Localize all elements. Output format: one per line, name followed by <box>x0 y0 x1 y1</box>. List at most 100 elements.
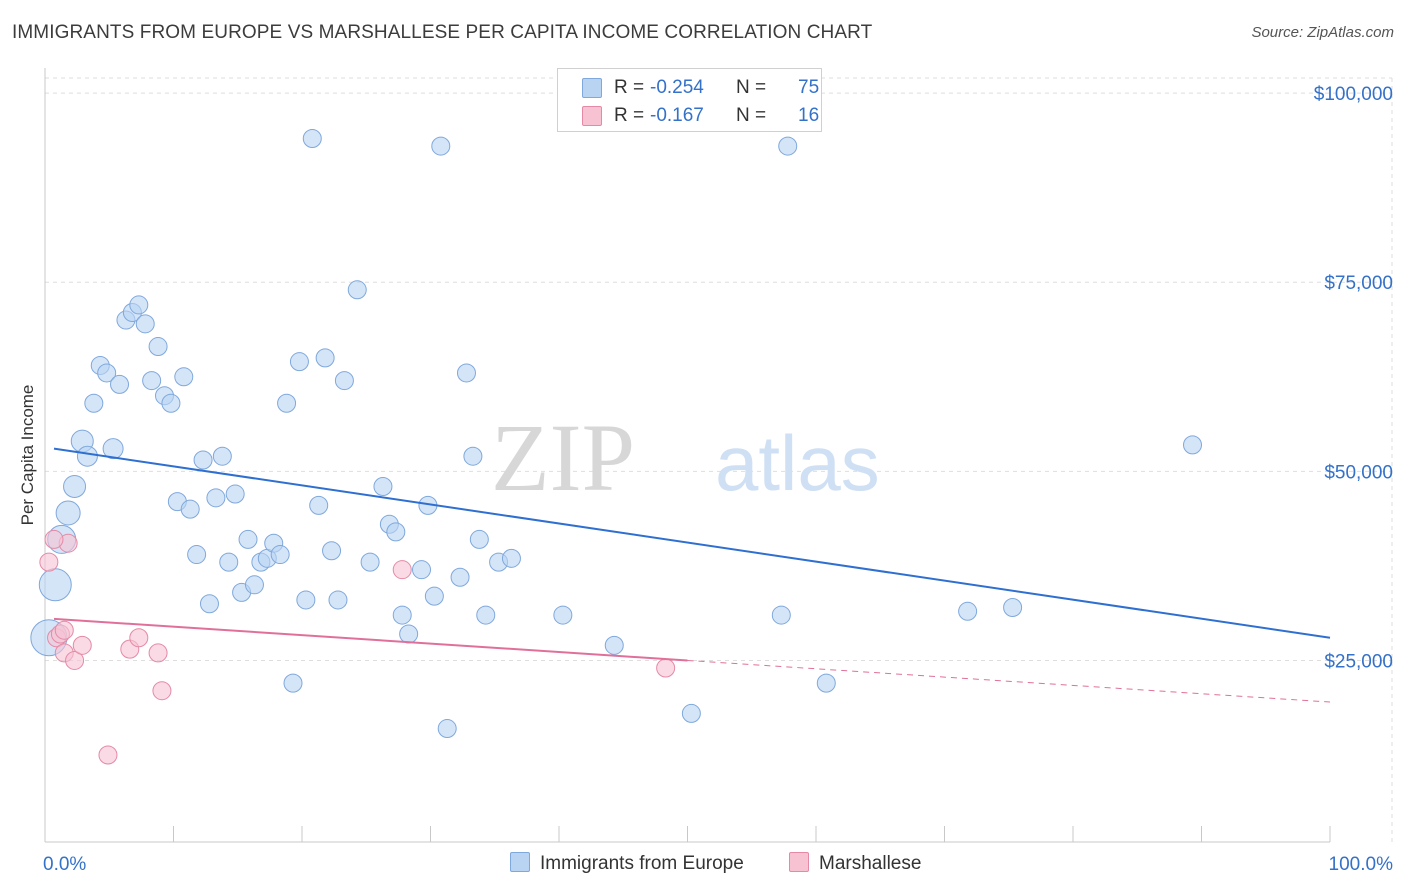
point-europe <box>334 371 354 391</box>
point-europe <box>135 314 155 334</box>
point-europe <box>315 348 335 368</box>
point-europe <box>399 624 419 644</box>
point-europe <box>289 352 309 372</box>
point-marshallese <box>392 560 412 580</box>
series-swatch-europe <box>510 852 530 872</box>
point-marshallese <box>152 681 172 701</box>
point-europe <box>84 393 104 413</box>
point-europe <box>63 474 87 498</box>
point-europe <box>373 476 393 496</box>
point-europe <box>604 635 624 655</box>
point-europe <box>386 522 406 542</box>
trend-line-europe <box>53 447 1331 639</box>
point-europe <box>771 605 791 625</box>
point-europe <box>38 568 72 602</box>
series-swatch-marshallese <box>789 852 809 872</box>
point-europe <box>129 295 149 315</box>
legend-n-value: 16 <box>798 105 820 126</box>
point-europe <box>681 703 701 723</box>
series-legend-europe: Immigrants from Europe <box>510 852 744 875</box>
point-europe <box>463 446 483 466</box>
point-marshallese <box>98 745 118 765</box>
point-europe <box>328 590 348 610</box>
point-europe <box>161 393 181 413</box>
point-europe <box>270 545 290 565</box>
point-europe <box>142 371 162 391</box>
point-marshallese <box>72 635 92 655</box>
trend-line-marshallese-extension <box>687 659 1331 703</box>
watermark: ZIP atlas <box>491 404 880 511</box>
stats-legend: R = -0.254 N = 75 R = -0.167 N = 16 <box>557 68 822 132</box>
legend-r-label: R = <box>614 105 645 126</box>
point-europe <box>456 363 476 383</box>
point-europe <box>148 337 168 357</box>
y-tick-label: $100,000 <box>1314 84 1393 105</box>
point-europe <box>174 367 194 387</box>
point-europe <box>296 590 316 610</box>
point-europe <box>476 605 496 625</box>
point-europe <box>219 552 239 572</box>
series-name-europe: Immigrants from Europe <box>540 853 744 874</box>
point-europe <box>347 280 367 300</box>
x-tick-label: 100.0% <box>1329 854 1394 875</box>
point-europe <box>360 552 380 572</box>
point-marshallese <box>129 628 149 648</box>
point-europe <box>501 548 521 568</box>
point-europe <box>238 529 258 549</box>
point-europe <box>225 484 245 504</box>
legend-r-label: R = <box>614 77 645 98</box>
point-europe <box>193 450 213 470</box>
point-marshallese <box>54 620 74 640</box>
point-europe <box>816 673 836 693</box>
series-legend-marshallese: Marshallese <box>789 852 921 875</box>
series-name-marshallese: Marshallese <box>819 853 922 874</box>
point-europe <box>553 605 573 625</box>
point-europe <box>187 545 207 565</box>
point-europe <box>180 499 200 519</box>
legend-swatch-europe <box>582 78 602 98</box>
point-europe <box>76 445 98 467</box>
point-europe <box>206 488 226 508</box>
point-europe <box>469 529 489 549</box>
watermark-zip: ZIP <box>491 404 635 511</box>
trend-line-marshallese <box>53 617 688 662</box>
y-tick-label: $25,000 <box>1324 651 1393 672</box>
point-europe <box>1003 598 1023 618</box>
point-europe <box>412 560 432 580</box>
point-europe <box>424 586 444 606</box>
point-europe <box>309 495 329 515</box>
point-europe <box>55 500 81 526</box>
point-europe <box>302 129 322 149</box>
point-europe <box>283 673 303 693</box>
point-europe <box>102 438 124 460</box>
y-tick-label: $50,000 <box>1324 462 1393 483</box>
tick-labels: $25,000 $50,000 $75,000 $100,000 0.0% 100.0% <box>43 84 1393 875</box>
source-credit: Source: ZipAtlas.com <box>1251 24 1394 41</box>
point-europe <box>212 446 232 466</box>
legend-r-value: -0.254 <box>650 77 704 98</box>
legend-swatch-marshallese <box>582 106 602 126</box>
point-marshallese <box>656 658 676 678</box>
data-points <box>30 129 1203 765</box>
trend-lines <box>53 447 1331 703</box>
point-europe <box>778 136 798 156</box>
point-marshallese <box>44 529 64 549</box>
point-marshallese <box>65 650 85 670</box>
point-europe <box>958 601 978 621</box>
point-europe <box>244 575 264 595</box>
legend-r-value: -0.167 <box>650 105 704 126</box>
point-europe <box>450 567 470 587</box>
point-europe <box>322 541 342 561</box>
point-europe <box>97 363 117 383</box>
point-europe <box>199 594 219 614</box>
point-europe <box>431 136 451 156</box>
chart-title: IMMIGRANTS FROM EUROPE VS MARSHALLESE PE… <box>12 22 873 43</box>
point-europe <box>1183 435 1203 455</box>
watermark-atlas: atlas <box>715 419 880 507</box>
legend-n-label: N = <box>736 77 767 98</box>
axes <box>44 68 1331 843</box>
point-europe <box>277 393 297 413</box>
point-europe <box>392 605 412 625</box>
point-europe <box>110 374 130 394</box>
